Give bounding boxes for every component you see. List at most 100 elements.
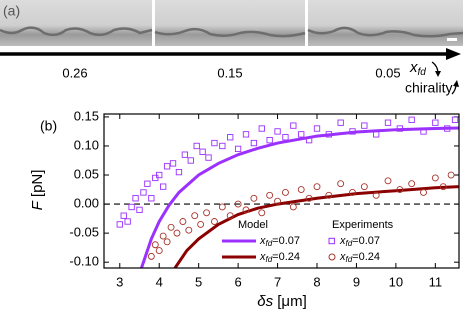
membrane-edge xyxy=(0,26,153,37)
data-point xyxy=(155,247,163,255)
scale-bar xyxy=(447,38,457,41)
data-point xyxy=(266,191,274,199)
variable-subscript: fd xyxy=(418,67,427,78)
data-point xyxy=(373,131,380,138)
plot-area xyxy=(116,116,459,268)
data-point xyxy=(297,186,305,193)
data-point xyxy=(167,223,175,231)
data-point xyxy=(160,183,167,190)
data-point xyxy=(156,171,163,179)
data-point xyxy=(282,134,289,141)
data-point xyxy=(128,203,135,211)
micrograph xyxy=(0,0,152,46)
legend-variable: x xyxy=(259,235,266,247)
legend-variable: x xyxy=(339,235,346,247)
data-point xyxy=(234,200,242,208)
x-axis-variable: δs xyxy=(257,293,273,310)
plot-frame xyxy=(103,113,460,269)
data-point xyxy=(431,174,439,182)
x-tick-label: 3 xyxy=(116,274,123,289)
x-tick-label: 11 xyxy=(429,274,443,289)
data-point xyxy=(408,116,415,123)
data-point xyxy=(432,119,439,126)
y-tick-label: 0.15 xyxy=(74,108,99,123)
data-point xyxy=(349,128,356,135)
data-point xyxy=(274,197,282,205)
data-point xyxy=(116,221,123,228)
data-point xyxy=(298,131,305,138)
data-point xyxy=(325,131,332,138)
data-point xyxy=(250,139,258,147)
legend-swatch xyxy=(328,237,335,245)
data-point xyxy=(185,226,193,234)
data-point xyxy=(266,137,273,144)
legend-value: =0.07 xyxy=(272,235,300,247)
data-point xyxy=(124,218,131,225)
data-point xyxy=(179,218,187,225)
data-point xyxy=(313,183,321,191)
panel-label: (b) xyxy=(40,118,57,134)
image-value: 0.05 xyxy=(375,65,400,80)
x-tick-label: 9 xyxy=(353,274,360,289)
legend-value: =0.24 xyxy=(352,251,380,263)
data-point xyxy=(191,212,199,220)
data-point xyxy=(169,160,177,167)
model-line xyxy=(173,185,459,268)
data-point xyxy=(242,206,250,214)
micrograph-strip: (a) xyxy=(0,0,463,46)
data-point xyxy=(384,177,392,185)
arrow-head xyxy=(446,48,461,60)
y-axis-variable: F xyxy=(29,200,46,210)
micrograph xyxy=(308,0,463,46)
legend-value: =0.24 xyxy=(272,251,300,263)
data-point xyxy=(151,241,159,249)
data-point xyxy=(163,163,171,170)
y-axis-label: F [pN] xyxy=(29,170,46,211)
data-point xyxy=(163,238,171,246)
panel-label: (a) xyxy=(3,3,20,19)
data-point xyxy=(305,194,313,202)
x-tick-label: 6 xyxy=(234,274,241,289)
legend-subscript: fd xyxy=(346,255,353,264)
data-point xyxy=(193,142,200,150)
data-point xyxy=(258,125,265,132)
data-point xyxy=(258,209,266,217)
data-point xyxy=(218,203,226,211)
data-point xyxy=(372,191,380,199)
image-value: 0.26 xyxy=(62,65,87,80)
y-tick-label: 0.00 xyxy=(74,196,99,211)
legend-subscript: fd xyxy=(266,255,273,264)
data-point xyxy=(211,139,218,147)
y-tick-label: -0.10 xyxy=(69,254,99,269)
data-point xyxy=(159,232,167,240)
data-point xyxy=(175,168,183,176)
data-point xyxy=(197,220,205,228)
axis-variable: xfd xyxy=(409,59,426,78)
data-point xyxy=(360,183,368,191)
data-point xyxy=(439,183,447,191)
data-point xyxy=(250,194,258,202)
variable: x xyxy=(409,59,418,76)
membrane-edge xyxy=(154,27,306,38)
model-line xyxy=(140,126,459,268)
membrane-edge xyxy=(307,26,463,38)
data-point xyxy=(444,125,451,132)
data-point xyxy=(136,206,143,214)
legend-subscript: fd xyxy=(346,239,353,248)
data-point xyxy=(313,125,321,132)
data-point xyxy=(173,229,181,237)
image-value: 0.15 xyxy=(217,65,242,80)
data-point xyxy=(325,191,333,199)
small-arrow-head xyxy=(453,80,459,87)
data-point xyxy=(420,128,427,135)
data-point xyxy=(148,195,155,202)
legend-label: xfd=0.24 xyxy=(339,251,380,264)
data-point xyxy=(205,154,212,161)
x-tick-label: 10 xyxy=(389,274,403,289)
legend-swatch xyxy=(328,253,336,261)
legend-label: xfd=0.07 xyxy=(339,235,380,248)
y-axis-unit: [pN] xyxy=(29,170,46,202)
data-point xyxy=(361,122,368,129)
legend-label: xfd=0.07 xyxy=(259,235,300,248)
